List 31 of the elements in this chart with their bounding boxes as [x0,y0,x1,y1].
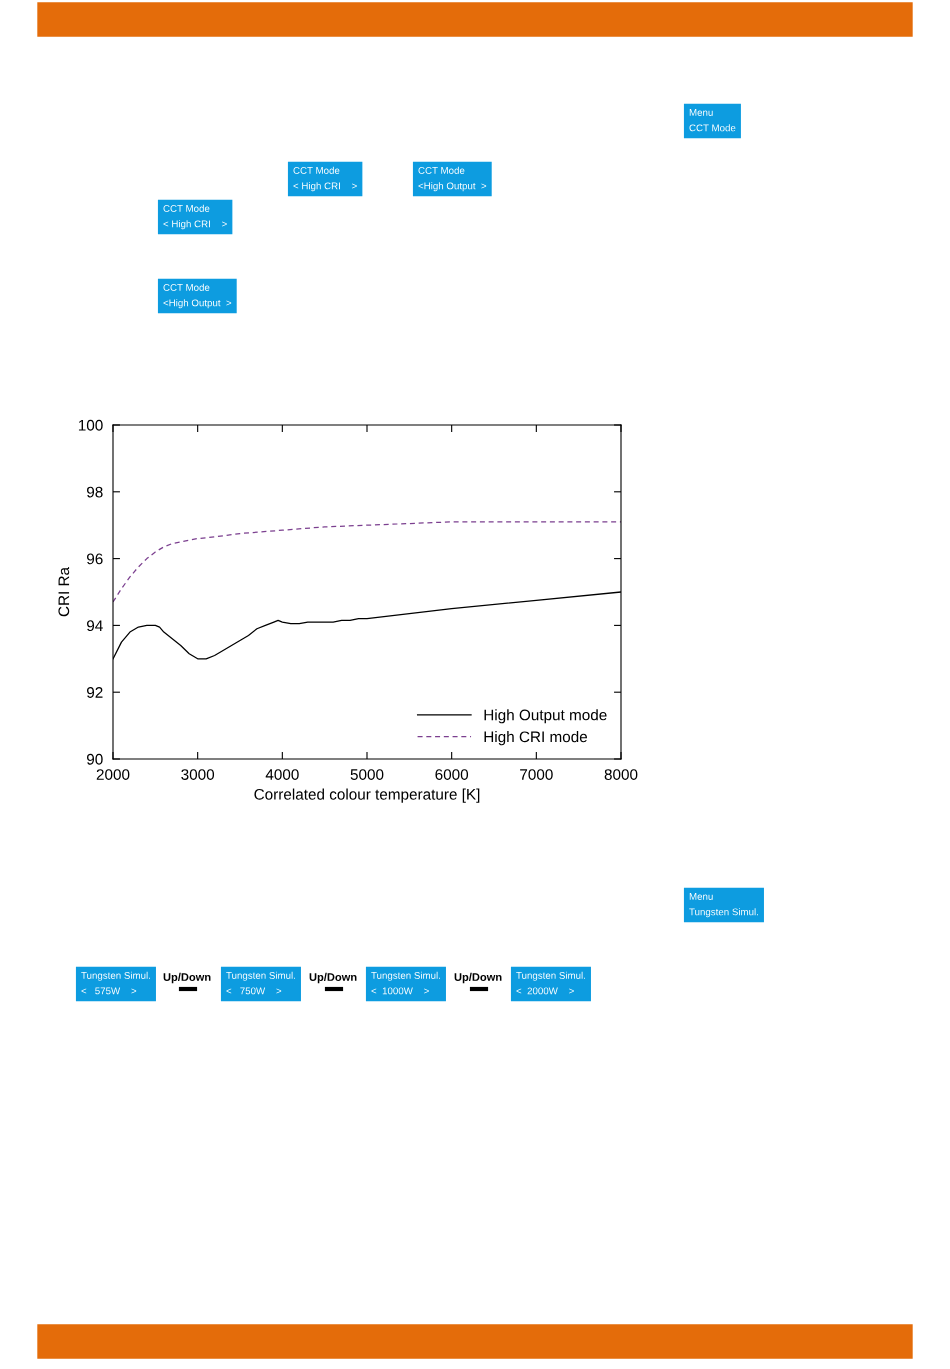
text: CCT Mode < High CRI > [293,166,357,192]
text: Tungsten Simul. < 2000W > [516,971,585,995]
y-tick-label: 98 [87,486,103,498]
y-tick-label: 94 [87,620,103,632]
x-tick-label: 7000 [520,769,553,780]
x-axis-title: Correlated colour temperature [K] [254,788,480,803]
x-tick-label: 6000 [435,769,469,780]
text: Tungsten Simul. < 1000W > [371,971,440,995]
text: Up/Down [309,972,357,984]
text: Tungsten Simul. < 750W > [226,971,295,995]
y-tick-label: 92 [87,687,103,698]
text: Menu CCT Mode [689,109,736,132]
y-tick-label: 100 [78,419,103,431]
x-tick-label: 3000 [181,769,215,780]
text: CCT Mode <High Output > [418,166,487,192]
y-tick-label: 96 [87,553,103,565]
y-axis-title: CRI Ra [58,566,70,617]
legend-label: High Output mode [484,709,607,724]
x-tick-label: 5000 [350,769,384,780]
text: CCT Mode <High Output > [163,283,232,309]
x-tick-label: 2000 [96,769,130,780]
legend-label: High CRI mode [484,731,588,746]
text: Up/Down [454,972,502,984]
text: Menu Tungsten Simul. [689,893,758,918]
x-tick-label: 4000 [265,769,299,780]
text: Tungsten Simul. < 575W > [81,971,150,995]
y-tick-label: 90 [87,753,103,765]
text: CCT Mode < High CRI > [163,204,227,230]
text: Up/Down [163,972,211,984]
x-tick-label: 8000 [604,769,638,780]
line-series [113,521,621,603]
